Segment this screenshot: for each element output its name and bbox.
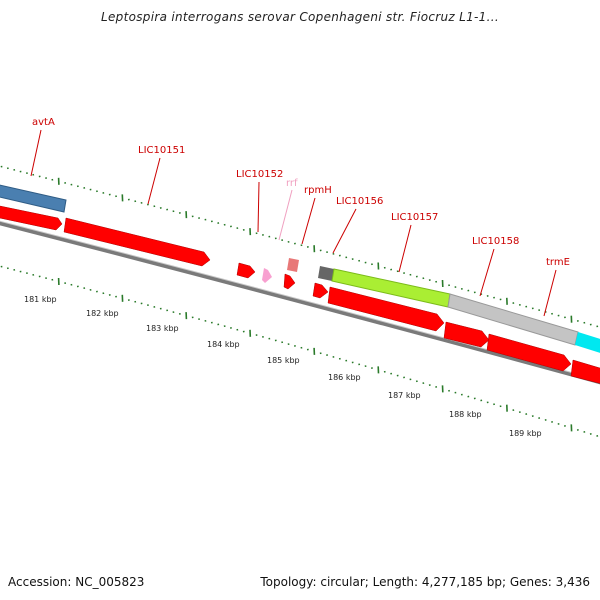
upper-strand-genes [0, 184, 600, 356]
gene-LIC10156-gray[interactable] [318, 266, 334, 281]
gene-LIC10152[interactable] [262, 268, 272, 283]
gene-label-LIC10158[interactable]: LIC10158 [472, 236, 519, 247]
callout-LIC10157 [398, 224, 412, 273]
gene-avtA[interactable] [0, 184, 67, 213]
kbp-label: 184 kbp [207, 340, 240, 349]
map-title: Leptospira interrogans serovar Copenhage… [101, 10, 499, 24]
callout-rrf [278, 189, 293, 241]
kbp-label: 186 kbp [328, 373, 361, 382]
kbp-label: 187 kbp [388, 391, 421, 400]
callout-rpmH [301, 197, 316, 245]
accession-label: Accession: NC_005823 [8, 575, 145, 589]
gene-LIC10151[interactable] [63, 217, 211, 267]
callout-LIC10152 [257, 181, 260, 233]
gene-label-LIC10151[interactable]: LIC10151 [138, 145, 185, 156]
gene-label-LIC10157[interactable]: LIC10157 [391, 212, 438, 223]
gene-red-10[interactable] [570, 359, 600, 386]
gene-label-LIC10152[interactable]: LIC10152 [236, 169, 283, 180]
gene-rrf[interactable] [287, 258, 299, 272]
gene-label-rpmH[interactable]: rpmH [304, 185, 332, 196]
gene-label-trmE[interactable]: trmE [546, 257, 570, 268]
topology-label: Topology: circular; Length: 4,277,185 bp… [260, 575, 590, 589]
gene-LIC10157[interactable] [327, 286, 445, 332]
kbp-label: 185 kbp [267, 356, 300, 365]
gene-red-1[interactable] [0, 205, 63, 231]
callout-LIC10158 [479, 248, 495, 297]
genome-backbone [0, 221, 600, 385]
callout-LIC10151 [147, 157, 161, 205]
outer-tick-track [0, 165, 599, 328]
gene-label-group: avtA LIC10151 LIC10152 rrf rpmH LIC10156… [32, 117, 570, 268]
gene-red-3[interactable] [236, 262, 256, 279]
inner-tick-track [0, 265, 599, 437]
callout-LIC10156 [332, 208, 357, 254]
gene-label-rrf[interactable]: rrf [286, 178, 298, 189]
kbp-label: 188 kbp [449, 410, 482, 419]
gene-rpmH[interactable] [283, 273, 296, 290]
gene-callouts [30, 129, 557, 317]
gene-label-LIC10156[interactable]: LIC10156 [336, 196, 383, 207]
gene-red-8[interactable] [443, 321, 490, 348]
kbp-label: 182 kbp [86, 309, 119, 318]
kbp-labels: 181 kbp 182 kbp 183 kbp 184 kbp 185 kbp … [24, 295, 542, 438]
gene-red-6[interactable] [312, 282, 329, 299]
lower-strand-genes [0, 205, 600, 386]
callout-avtA [30, 129, 42, 177]
gene-label-avtA[interactable]: avtA [32, 117, 55, 128]
kbp-label: 183 kbp [146, 324, 179, 333]
kbp-label: 189 kbp [509, 429, 542, 438]
gene-trmE[interactable] [575, 332, 600, 356]
callout-trmE [543, 269, 557, 317]
kbp-label: 181 kbp [24, 295, 57, 304]
gene-red-9[interactable] [486, 333, 572, 372]
